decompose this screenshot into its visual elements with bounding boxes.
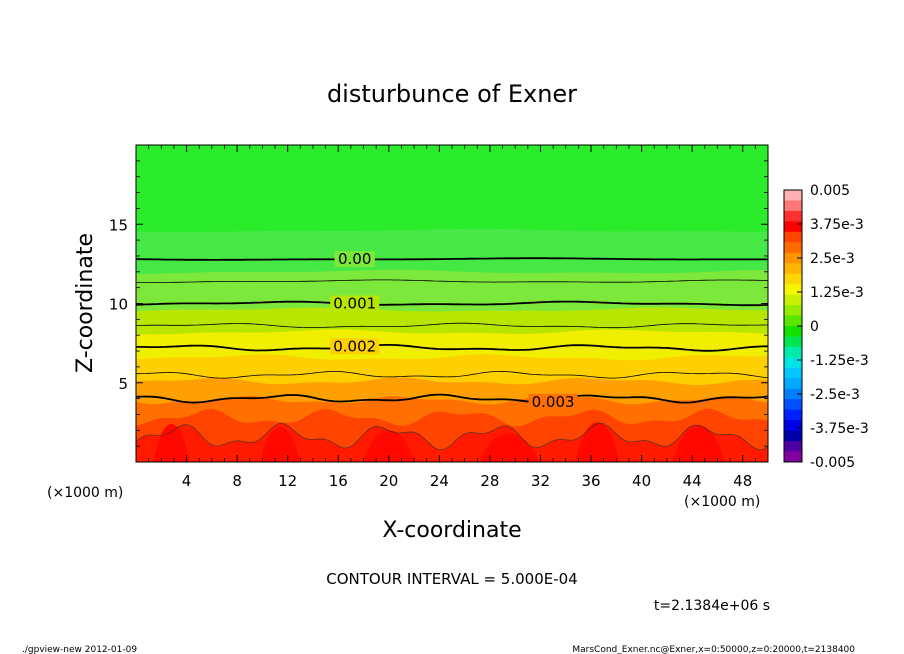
red-blob-0 bbox=[153, 424, 190, 462]
red-blob-2 bbox=[362, 430, 415, 462]
colorbar-swatch-18 bbox=[784, 378, 802, 390]
colorbar-swatch-21 bbox=[784, 409, 802, 421]
x-unit-label-left: (×1000 m) bbox=[47, 485, 123, 501]
contour-line-0 bbox=[136, 257, 768, 261]
contour-interval-text: CONTOUR INTERVAL = 5.000E-04 bbox=[326, 570, 577, 588]
contour-label-3: 0.003 bbox=[532, 393, 575, 411]
contour-line-5 bbox=[136, 370, 768, 379]
y-axis-ticks: 5 10 15 bbox=[109, 160, 768, 447]
colorbar-swatch-1 bbox=[784, 200, 802, 212]
colorbar-swatch-3 bbox=[784, 221, 802, 233]
x-unit-label-right: (×1000 m) bbox=[684, 494, 760, 510]
contour-label-bg-1 bbox=[330, 295, 380, 312]
x-tick-label-0: 4 bbox=[182, 472, 192, 490]
colorbar-swatch-20 bbox=[784, 399, 802, 411]
colorbar-swatch-11 bbox=[784, 305, 802, 317]
colorbar-swatch-8 bbox=[784, 273, 802, 285]
colorbar-label-3: 1.25e-3 bbox=[810, 285, 864, 301]
x-tick-label-10: 44 bbox=[683, 472, 702, 490]
colorbar-swatch-2 bbox=[784, 210, 802, 222]
colorbar-label-5: -1.25e-3 bbox=[810, 353, 869, 369]
colorbar-swatch-16 bbox=[784, 357, 802, 369]
contour-line-1 bbox=[136, 279, 768, 283]
contour-label-0: 0.00 bbox=[338, 250, 371, 268]
contour-lines bbox=[136, 257, 768, 451]
contour-line-3 bbox=[136, 322, 768, 329]
colorbar-label-6: -2.5e-3 bbox=[810, 387, 860, 403]
colorbar-label-4: 0 bbox=[810, 319, 819, 335]
x-tick-label-8: 36 bbox=[581, 472, 600, 490]
x-tick-label-6: 28 bbox=[480, 472, 499, 490]
colorbar-label-2: 2.5e-3 bbox=[810, 251, 855, 267]
red-blob-5 bbox=[672, 425, 725, 462]
x-tick-label-2: 12 bbox=[278, 472, 297, 490]
contour-line-6 bbox=[136, 393, 768, 404]
x-tick-label-1: 8 bbox=[232, 472, 242, 490]
contour-labels: 0.00 0.001 0.002 0.003 bbox=[330, 250, 578, 411]
colorbar-swatch-9 bbox=[784, 284, 802, 296]
contour-line-2 bbox=[136, 300, 768, 307]
contour-label-1: 0.001 bbox=[333, 295, 376, 313]
x-tick-label-11: 48 bbox=[733, 472, 752, 490]
x-axis-ticks: 4 8 12 16 20 24 28 32 36 40 44 48 bbox=[148, 145, 756, 490]
contour-label-bg-0 bbox=[334, 251, 375, 268]
colorbar-swatch-13 bbox=[784, 326, 802, 337]
colorbar-swatch-12 bbox=[784, 315, 802, 327]
colorbar-swatch-17 bbox=[784, 367, 802, 379]
colorbar-swatch-7 bbox=[784, 263, 802, 275]
x-tick-label-9: 40 bbox=[632, 472, 651, 490]
x-axis-label: X-coordinate bbox=[382, 518, 521, 543]
x-tick-label-7: 32 bbox=[531, 472, 550, 490]
footer-left: ./gpview-new 2012-01-09 bbox=[22, 645, 137, 654]
colorbar-swatch-4 bbox=[784, 231, 802, 243]
colorbar-swatch-5 bbox=[784, 242, 802, 254]
time-text: t=2.1384e+06 s bbox=[654, 598, 770, 614]
chart-title: disturbunce of Exner bbox=[327, 80, 577, 108]
x-tick-label-4: 20 bbox=[379, 472, 398, 490]
contour-label-bg-2 bbox=[330, 338, 380, 355]
y-tick-label-2: 15 bbox=[109, 216, 128, 234]
colorbar-label-8: -0.005 bbox=[810, 455, 855, 471]
x-tick-label-5: 24 bbox=[430, 472, 449, 490]
colorbar-swatch-22 bbox=[784, 420, 802, 432]
colorbar-swatch-14 bbox=[784, 336, 802, 348]
contour-label-2: 0.002 bbox=[333, 337, 376, 355]
colorbar-swatch-10 bbox=[784, 294, 802, 306]
contour-line-low bbox=[136, 422, 768, 451]
y-tick-label-0: 5 bbox=[118, 375, 128, 393]
colorbar-swatch-23 bbox=[784, 430, 802, 442]
colorbar-swatch-24 bbox=[784, 441, 802, 453]
colorbar-swatch-19 bbox=[784, 388, 802, 400]
contour-line-4 bbox=[136, 344, 768, 352]
y-axis-label: Z-coordinate bbox=[73, 233, 98, 373]
y-tick-label-1: 10 bbox=[109, 296, 128, 314]
colorbar-swatch-25 bbox=[784, 451, 802, 463]
colorbar-swatch-15 bbox=[784, 346, 802, 358]
color-filled-bands bbox=[136, 145, 768, 462]
colorbar-label-0: 0.005 bbox=[810, 183, 850, 199]
colorbar-label-7: -3.75e-3 bbox=[810, 421, 869, 437]
colorbar-swatch-0 bbox=[784, 190, 802, 201]
colorbar: 0.005 3.75e-3 2.5e-3 1.25e-3 0 -1.25e-3 -2.5e-… bbox=[783, 183, 869, 471]
contour-label-bg-3 bbox=[528, 393, 578, 410]
x-tick-label-3: 16 bbox=[329, 472, 348, 490]
colorbar-label-1: 3.75e-3 bbox=[810, 217, 864, 233]
colorbar-swatch-6 bbox=[784, 252, 802, 264]
footer-right: MarsCond_Exner.nc@Exner,x=0:50000,z=0:20… bbox=[572, 645, 855, 654]
red-blob-1 bbox=[260, 427, 301, 462]
